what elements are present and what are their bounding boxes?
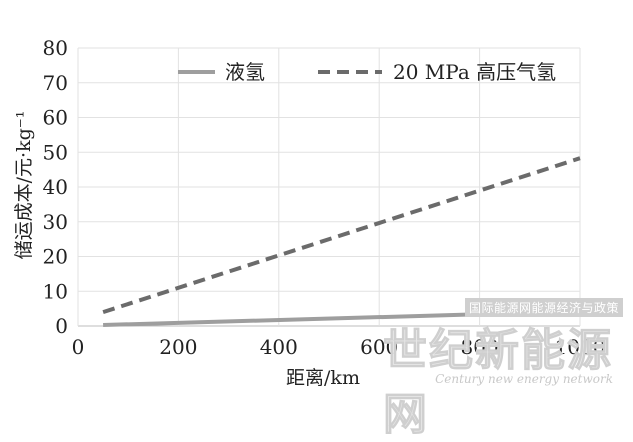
y-tick-label: 80 bbox=[43, 36, 68, 60]
y-tick-label: 30 bbox=[43, 210, 68, 234]
x-tick-label: 200 bbox=[159, 335, 197, 359]
legend-label-1: 液氢 bbox=[225, 60, 265, 84]
x-tick-label: 1000 bbox=[555, 335, 606, 359]
y-tick-label: 60 bbox=[43, 106, 68, 130]
series-layer bbox=[102, 156, 581, 327]
y-tick-label: 50 bbox=[43, 140, 68, 164]
x-tick-label: 600 bbox=[360, 335, 398, 359]
legend: 液氢 20 MPa 高压气氢 bbox=[178, 60, 556, 84]
y-tick-label: 40 bbox=[43, 175, 68, 199]
x-tick-label: 400 bbox=[260, 335, 298, 359]
grid bbox=[77, 47, 581, 327]
y-tick-label: 20 bbox=[43, 245, 68, 269]
legend-label-2: 20 MPa 高压气氢 bbox=[393, 60, 556, 84]
x-tick-label: 800 bbox=[461, 335, 499, 359]
series-line-2 bbox=[102, 156, 581, 315]
y-tick-label: 70 bbox=[43, 71, 68, 95]
y-axis-title: 储运成本/元·kg⁻¹ bbox=[13, 111, 35, 260]
chart: 0 10 20 30 40 50 60 70 80 0 200 400 600 800 1000 液氢 20 … bbox=[13, 36, 623, 441]
series-line-1 bbox=[103, 309, 581, 327]
x-axis-title: 距离/km bbox=[286, 367, 360, 389]
y-tick-label: 10 bbox=[43, 279, 68, 303]
y-tick-label: 0 bbox=[55, 314, 68, 338]
x-tick-label: 0 bbox=[72, 335, 85, 359]
